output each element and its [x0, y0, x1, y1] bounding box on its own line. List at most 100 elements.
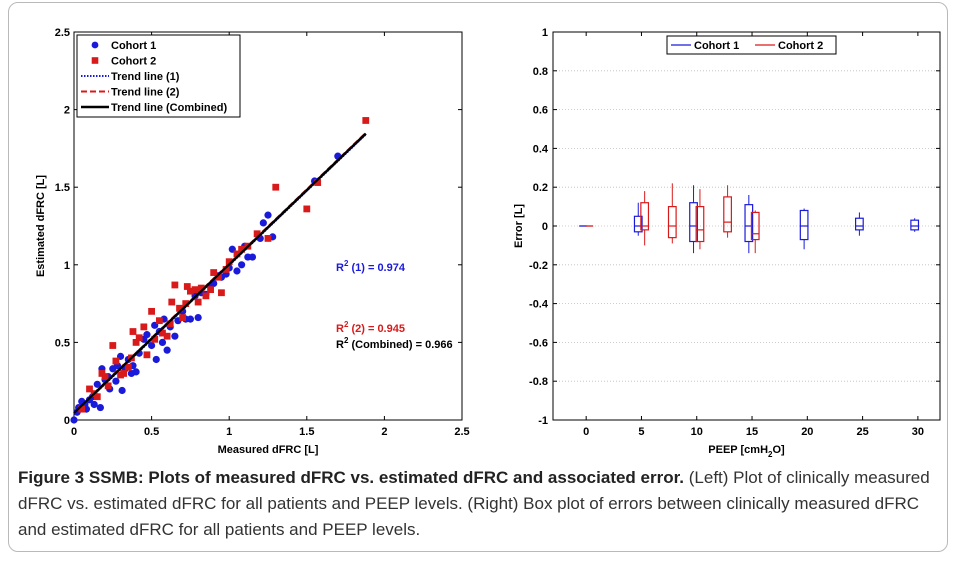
cohort1-box-body	[799, 209, 809, 241]
r-squared-annotation: R2 (Combined) = 0.966	[336, 336, 453, 351]
cohort1-point	[90, 400, 98, 409]
x-tick-label: 0.5	[144, 426, 159, 438]
cohort1-point	[143, 331, 151, 339]
cohort1-point	[248, 253, 257, 261]
cohort2-box-body	[667, 206, 677, 239]
cohort2-point	[264, 235, 272, 242]
y-tick-label: 0.5	[55, 337, 70, 349]
x-tick-label: 10	[691, 426, 703, 438]
cohort2-point	[171, 281, 179, 289]
cohort2-point	[124, 363, 132, 371]
y-tick-label: -0.4	[529, 299, 549, 311]
cohort1-box-body	[910, 219, 920, 231]
cohort2-point	[120, 370, 128, 377]
cohort2-point	[140, 323, 148, 331]
y-tick-label: 0.6	[533, 105, 548, 117]
x-tick-label: 2.5	[454, 426, 469, 438]
legend-label: Trend line (1)	[111, 71, 180, 83]
trend-line-combined-top	[73, 132, 367, 414]
cohort2-box-body	[750, 211, 760, 241]
cohort2-point	[148, 307, 155, 315]
x-axis-label: Measured dFRC [L]	[218, 444, 319, 456]
caption-label: Figure 3	[18, 468, 85, 487]
x-tick-label: 2	[381, 426, 387, 438]
cohort1-point	[152, 355, 160, 364]
cohort2-point	[187, 287, 194, 295]
cohort2-point	[222, 266, 230, 273]
cohort2-point	[197, 284, 205, 292]
y-tick-label: 0.4	[533, 143, 549, 155]
cohort2-point	[104, 382, 112, 390]
cohort1-point	[171, 332, 179, 340]
cohort2-point	[109, 342, 117, 349]
x-tick-label: 1.5	[299, 426, 314, 438]
y-tick-label: 0	[542, 221, 548, 233]
legend-marker-cohort1	[91, 41, 99, 49]
cohort2-point	[202, 292, 210, 300]
cohort2-point	[93, 393, 101, 401]
scatter-chart: 0 0.5 1 1.5 2 2.5 0 0.5 1 1.5 2 2.5 Measured dFRC [L…	[35, 27, 470, 456]
cohort1-point	[238, 261, 246, 269]
cohort2-point	[314, 179, 322, 186]
cohort2-point	[238, 245, 246, 253]
cohort2-point	[194, 298, 202, 306]
cohort1-point	[163, 346, 171, 354]
cohort2-point	[101, 373, 109, 380]
cohort1-point	[158, 338, 167, 346]
cohort2-point	[207, 286, 214, 294]
scatter-legend	[76, 34, 241, 118]
cohort1-box-body	[744, 204, 754, 243]
cohort1-point	[194, 313, 202, 322]
cohort2-point	[176, 304, 183, 312]
cohort2-box-body	[640, 202, 650, 231]
cohort2-point	[168, 298, 176, 306]
x-tick-label: 5	[638, 426, 644, 438]
cohort2-point	[163, 332, 171, 340]
cohort1-point	[264, 211, 272, 219]
cohort2-point	[78, 405, 86, 413]
caption-text: (Left) Plot of clinically measured dFRC …	[18, 468, 930, 539]
y-tick-label: 1.5	[55, 182, 70, 194]
x-tick-label: 0	[583, 426, 589, 438]
caption-title: SSMB: Plots of measured dFRC vs. estimat…	[88, 468, 685, 487]
cohort1-point	[70, 416, 78, 424]
cohort1-point	[96, 403, 104, 412]
x-tick-label: 1	[226, 426, 232, 438]
y-tick-label: -1	[538, 415, 548, 427]
x-tick-label: 0	[71, 426, 77, 438]
cohort2-point	[272, 183, 280, 191]
cohort2-point	[303, 205, 311, 213]
y-axis-label: Estimated dFRC [L]	[35, 175, 47, 277]
y-tick-label: 0.8	[533, 66, 548, 78]
cohort2-point	[86, 385, 93, 393]
cohort2-point	[253, 230, 261, 238]
r-squared-annotation: R2 (2) = 0.945	[336, 320, 405, 335]
x-tick-label: 15	[746, 426, 758, 438]
y-tick-label: 2.5	[55, 27, 70, 39]
cohort1-point	[112, 377, 120, 385]
y-tick-label: 1	[64, 260, 70, 272]
cohort1-point	[186, 315, 194, 323]
x-tick-label: 25	[856, 426, 868, 438]
y-tick-label: -0.6	[529, 337, 548, 349]
cohort2-point	[182, 300, 190, 307]
cohort2-point	[143, 351, 151, 359]
cohort2-point	[112, 357, 120, 365]
cohort1-point	[233, 267, 241, 275]
cohort2-box-body	[723, 196, 732, 233]
y-tick-label: 2	[64, 105, 70, 117]
legend-label: Cohort 1	[694, 40, 739, 52]
r-squared-annotation: R2 (1) = 0.974	[336, 259, 406, 274]
cohort2-box-body	[695, 206, 705, 243]
x-tick-label: 30	[912, 426, 924, 438]
cohort2-point	[214, 273, 222, 281]
cohort1-box-body	[689, 202, 698, 243]
cohort2-point	[155, 317, 163, 325]
cohort1-point	[118, 386, 126, 395]
cohort2-point	[183, 283, 191, 290]
y-tick-label: 0	[64, 415, 70, 427]
cohort1-point	[259, 219, 267, 227]
cohort1-point	[132, 368, 140, 376]
legend-label: Cohort 1	[111, 40, 156, 52]
cohort2-point	[233, 250, 241, 258]
